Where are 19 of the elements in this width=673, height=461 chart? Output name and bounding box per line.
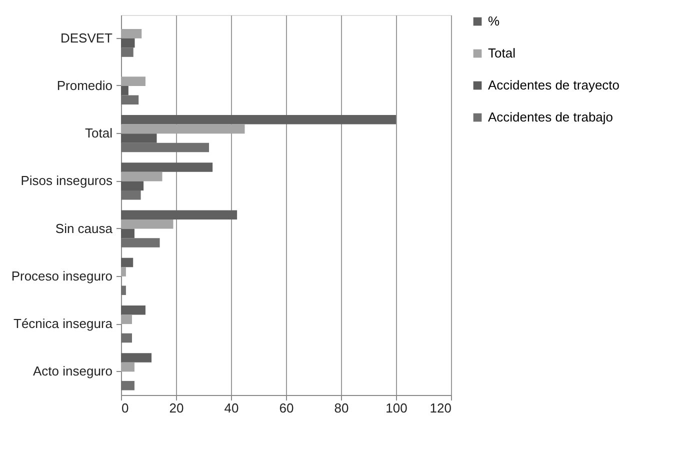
y-tick-label: Técnica insegura [14, 316, 114, 332]
y-tick-label: Sin causa [55, 220, 114, 236]
legend-label: Accidentes de trayecto [488, 78, 620, 92]
x-tick-label: 20 [169, 400, 184, 416]
y-tick-label: Acto inseguro [33, 364, 112, 379]
x-tick-label: 40 [224, 400, 239, 416]
legend-label: % [488, 14, 500, 28]
x-tick-label: 80 [334, 400, 349, 416]
y-tick-label: Proceso inseguro [11, 268, 112, 284]
x-tick-label: 0 [122, 400, 129, 416]
y-tick-label: Pisos inseguros [20, 173, 113, 188]
y-tick-label: DESVET [60, 30, 113, 46]
x-tick-label: 100 [386, 400, 408, 416]
legend-label: Total [488, 46, 516, 60]
x-tick-label: 120 [430, 400, 452, 416]
x-tick-label: 60 [279, 400, 294, 416]
legend-label: Accidentes de trabajo [488, 110, 614, 124]
y-tick-label: Promedio [56, 78, 112, 93]
y-tick-label: Total [85, 126, 113, 141]
